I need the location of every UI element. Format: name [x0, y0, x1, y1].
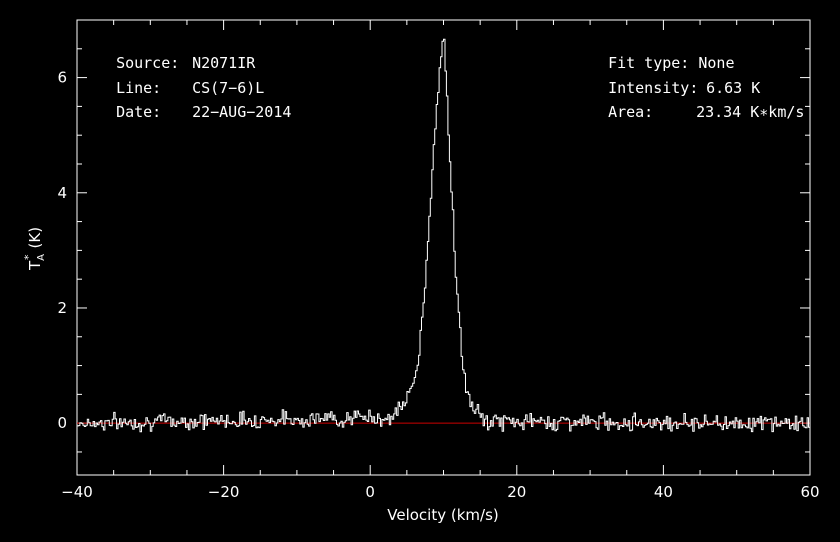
line-label: Line: — [116, 79, 162, 97]
y-axis-label-sup: * — [22, 254, 35, 260]
area-label: Area: — [608, 103, 654, 121]
tick-labels: −40 −20 0 20 40 60 0 2 4 6 — [57, 69, 819, 501]
intensity-info: Intensity: 6.63 K — [590, 61, 760, 97]
intensity-value: 6.63 K — [706, 79, 761, 97]
x-tick-label: −40 — [61, 483, 93, 501]
y-axis-label: TA* (K) — [22, 227, 47, 271]
date-info: Date: 22−AUG−2014 — [98, 85, 291, 121]
y-axis-label-sub: A — [36, 254, 47, 261]
x-tick-label: 0 — [365, 483, 375, 501]
source-info: Source: N2071IR — [98, 36, 255, 72]
spectrum-line — [77, 38, 811, 433]
y-tick-label: 0 — [57, 414, 67, 432]
x-axis-label: Velocity (km/s) — [387, 506, 498, 524]
y-tick-label: 4 — [57, 184, 67, 202]
y-axis-label-main: T — [26, 260, 44, 271]
source-label: Source: — [116, 54, 180, 72]
date-value: 22−AUG−2014 — [192, 103, 292, 121]
intensity-label: Intensity: — [608, 79, 699, 97]
line-value: CS(7−6)L — [192, 79, 265, 97]
x-tick-label: 40 — [654, 483, 673, 501]
fit-info: Fit type: None — [590, 36, 735, 72]
source-value: N2071IR — [192, 54, 256, 72]
line-info: Line: CS(7−6)L — [98, 61, 264, 97]
area-value: 23.34 K∗km/s — [696, 103, 805, 121]
x-tick-label: 60 — [800, 483, 819, 501]
date-label: Date: — [116, 103, 162, 121]
svg-text:TA*(K): TA* (K) — [22, 227, 47, 271]
fit-label: Fit type: — [608, 54, 690, 72]
y-tick-label: 6 — [57, 69, 67, 87]
y-tick-label: 2 — [57, 299, 67, 317]
x-tick-label: −20 — [208, 483, 240, 501]
fit-value: None — [698, 54, 735, 72]
x-tick-label: 20 — [507, 483, 526, 501]
y-axis-label-unit: (K) — [26, 227, 44, 249]
area-info: Area: 23.34 K∗km/s — [590, 85, 804, 121]
